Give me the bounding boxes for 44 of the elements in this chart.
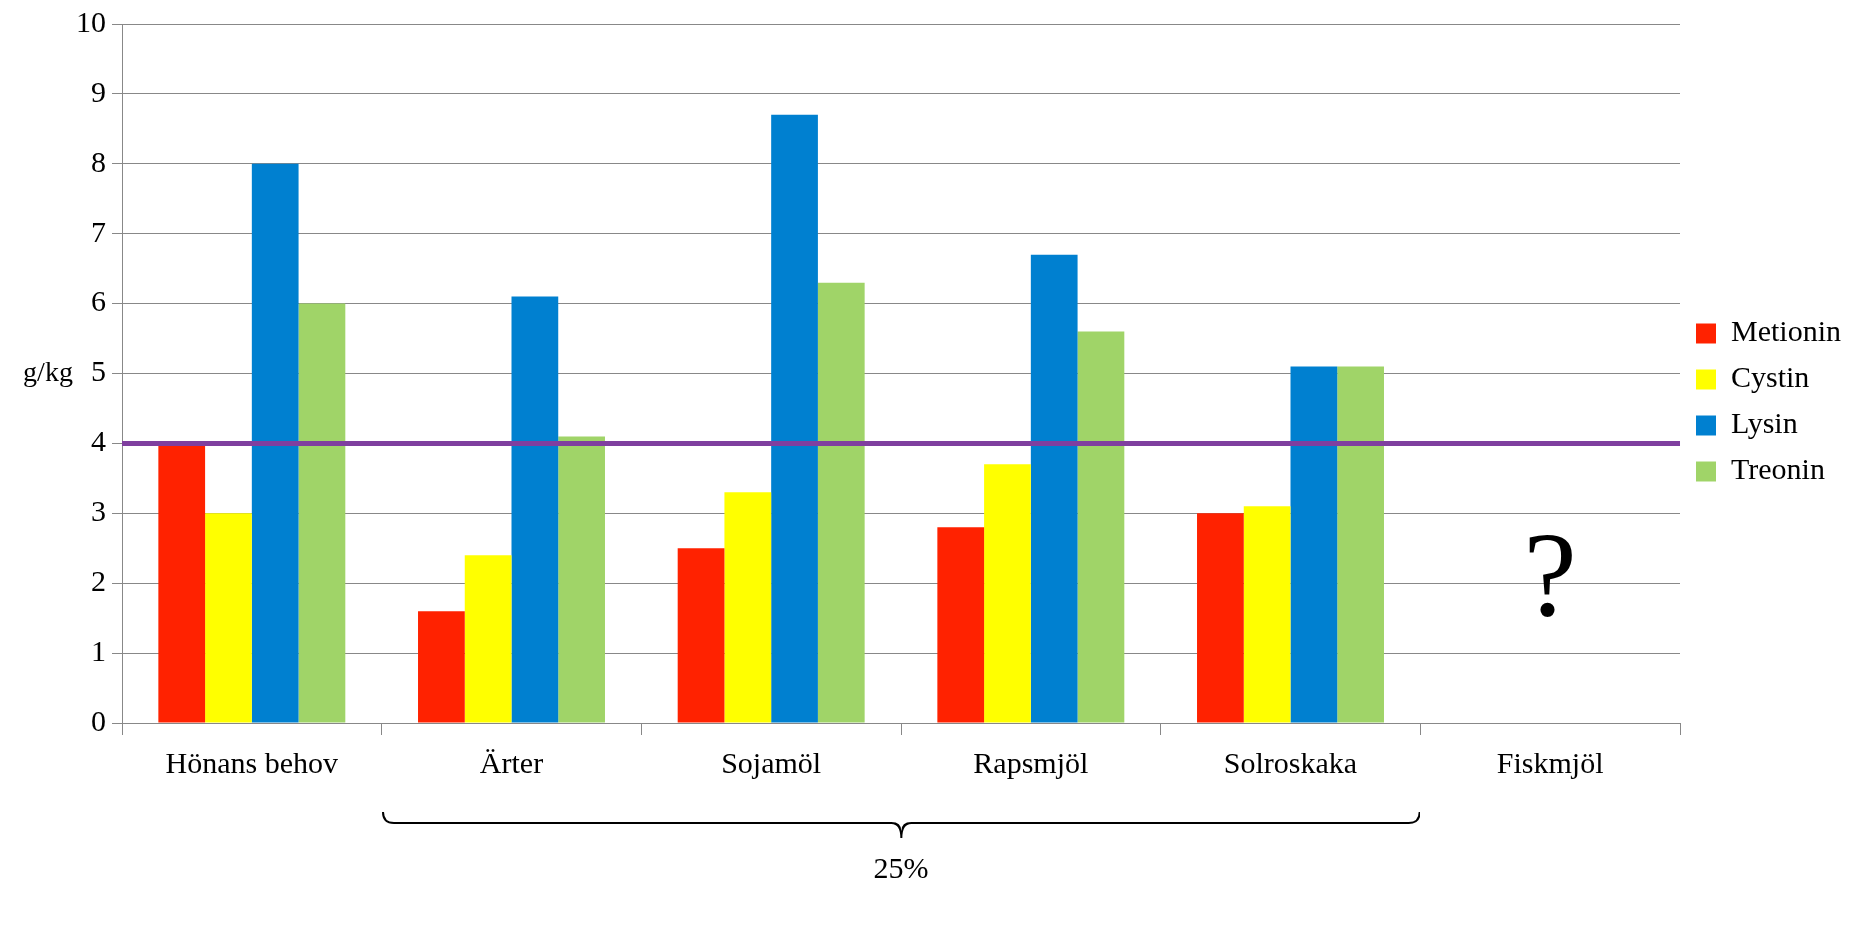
bar: [771, 114, 818, 723]
bar: [298, 303, 346, 723]
y-tick-label: 6: [91, 284, 106, 318]
bar: [464, 555, 512, 723]
bar: [158, 443, 206, 723]
y-tick-label: 4: [91, 424, 106, 458]
bar: [1077, 331, 1125, 723]
x-tick-label: Ärter: [479, 745, 544, 779]
bar: [1030, 254, 1078, 723]
bar: [251, 163, 299, 723]
x-tick-label: Fiskmjöl: [1496, 745, 1604, 779]
bar: [937, 527, 985, 723]
y-tick-label: 9: [91, 74, 106, 108]
bar: [817, 282, 865, 723]
bar: [1337, 366, 1384, 723]
y-tick-label: 8: [91, 144, 106, 178]
legend-label: Lysin: [1731, 406, 1798, 440]
bar: [1290, 366, 1338, 723]
bar: [205, 513, 252, 723]
bar: [418, 611, 465, 723]
text: 25%: [872, 851, 930, 885]
x-tick-label: Sojamöl: [721, 745, 822, 779]
bar: [558, 436, 605, 723]
y-tick-label: 0: [91, 703, 106, 737]
legend-label: Metionin: [1731, 314, 1841, 348]
bar: [724, 492, 772, 723]
y-tick-label: 7: [91, 214, 106, 248]
x-tick-label: Solroskaka: [1223, 745, 1358, 779]
y-tick-label: 1: [91, 633, 106, 667]
bar: [511, 296, 559, 723]
bar: [1197, 513, 1244, 723]
y-tick-label: 2: [91, 564, 106, 598]
bar: [1243, 506, 1291, 723]
y-axis-title: g/kg: [23, 355, 73, 387]
bar: [677, 548, 725, 723]
x-tick-label: Rapsmjöl: [973, 745, 1089, 779]
y-tick-label: 10: [76, 4, 106, 38]
y-tick-label: 5: [91, 354, 106, 388]
annotation: ?: [1523, 507, 1577, 641]
legend-label: Cystin: [1731, 360, 1810, 394]
x-tick-label: Hönans behov: [165, 745, 339, 779]
legend-label: Treonin: [1731, 452, 1825, 486]
bar: [984, 464, 1031, 723]
y-tick-label: 3: [91, 494, 106, 528]
